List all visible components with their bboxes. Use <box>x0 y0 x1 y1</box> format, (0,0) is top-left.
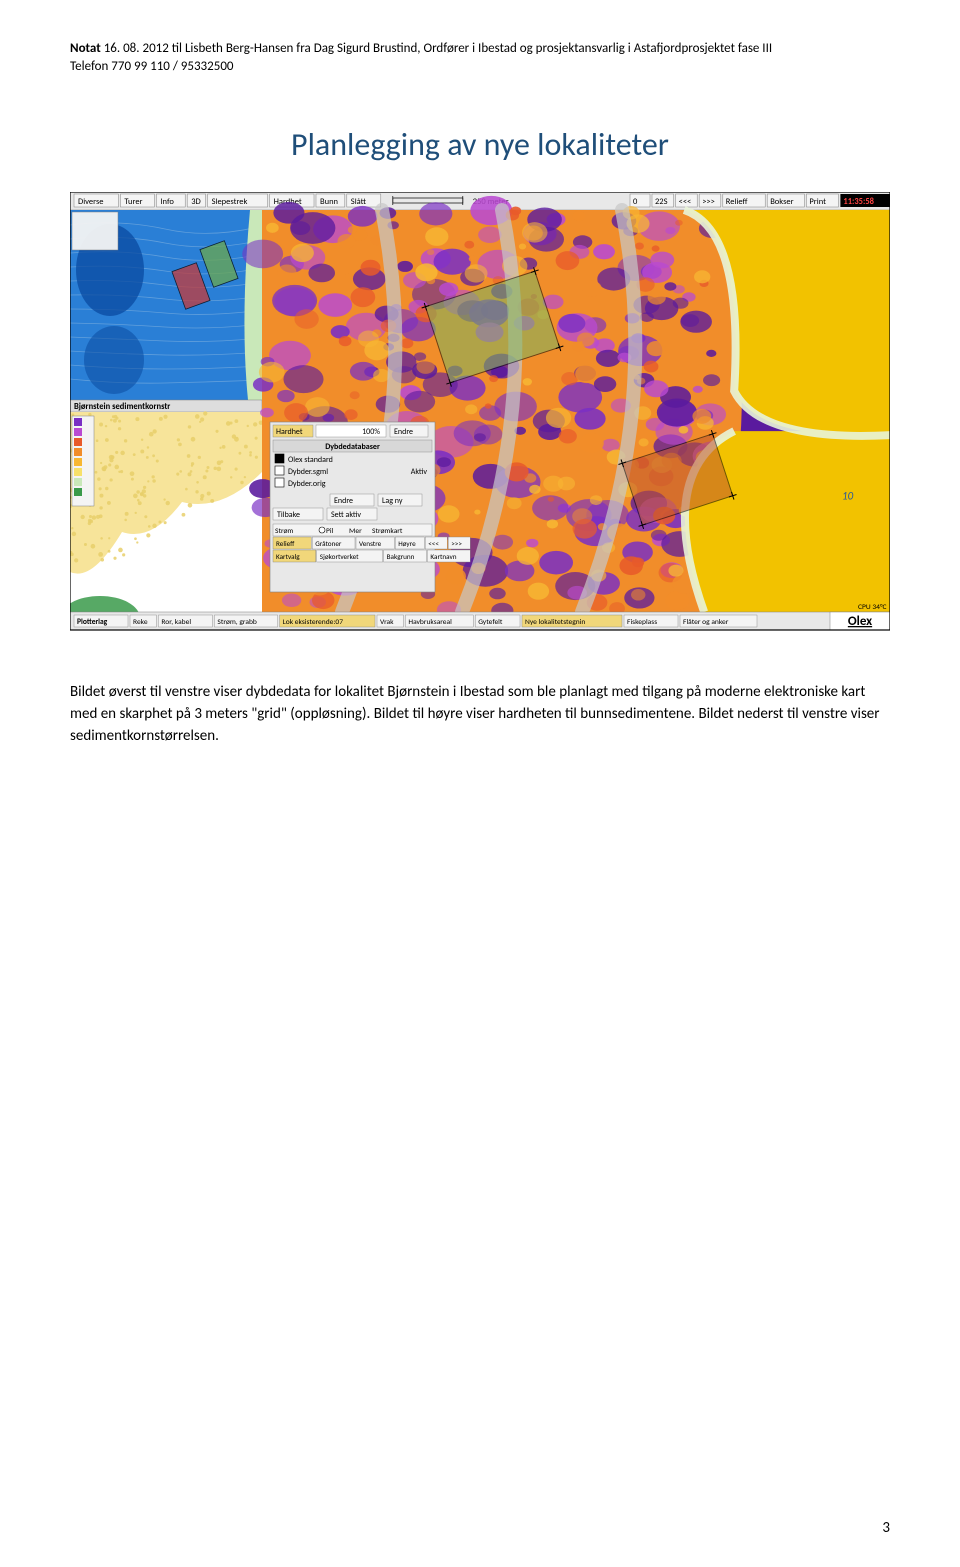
page-title: Planlegging av nye lokaliteter <box>70 125 890 164</box>
svg-text:Kartvalg: Kartvalg <box>276 552 300 561</box>
page: Notat 16. 08. 2012 til Lisbeth Berg-Hans… <box>0 0 960 1567</box>
svg-text:Print: Print <box>809 197 826 207</box>
svg-text:>>>: >>> <box>451 539 462 548</box>
svg-text:3D: 3D <box>191 197 201 207</box>
svg-text:Bjørnstein sedimentkornstr: Bjørnstein sedimentkornstr <box>74 402 170 412</box>
svg-text:Sett aktiv: Sett aktiv <box>331 510 361 520</box>
svg-text:Kartnavn: Kartnavn <box>430 552 456 561</box>
svg-text:Slepestrek: Slepestrek <box>212 197 248 207</box>
svg-text:Relieff: Relieff <box>276 539 295 548</box>
svg-text:>>>: >>> <box>702 197 715 207</box>
svg-text:Bokser: Bokser <box>770 197 793 207</box>
svg-text:Lag ny: Lag ny <box>382 496 403 506</box>
svg-text:11:35:58: 11:35:58 <box>843 197 874 207</box>
svg-text:Gytefelt: Gytefelt <box>478 618 503 627</box>
svg-text:Sjøkortverket: Sjøkortverket <box>320 552 359 561</box>
svg-text:Høyre: Høyre <box>398 539 416 548</box>
document-header: Notat 16. 08. 2012 til Lisbeth Berg-Hans… <box>70 40 890 75</box>
svg-text:Strøm, grabb: Strøm, grabb <box>217 618 257 627</box>
svg-text:Reke: Reke <box>133 618 148 627</box>
svg-text:Plotterlag: Plotterlag <box>77 618 108 627</box>
svg-text:Hardhet: Hardhet <box>276 427 303 437</box>
svg-text:Diverse: Diverse <box>78 197 104 207</box>
svg-text:Strøm: Strøm <box>275 527 293 536</box>
svg-text:Tilbake: Tilbake <box>277 510 300 520</box>
svg-text:10: 10 <box>842 490 854 503</box>
svg-text:22S: 22S <box>655 197 668 207</box>
svg-text:Dybder.sgml: Dybder.sgml <box>288 467 328 477</box>
svg-text:Olex: Olex <box>848 614 872 629</box>
header-rest: 16. 08. 2012 til Lisbeth Berg-Hansen fra… <box>101 41 772 56</box>
svg-text:Lok eksisterende:07: Lok eksisterende:07 <box>283 618 344 627</box>
svg-text:Vrak: Vrak <box>380 618 394 627</box>
svg-text:Relieff: Relieff <box>726 197 748 207</box>
svg-text:Dybdedatabaser: Dybdedatabaser <box>325 442 380 452</box>
header-line-1: Notat 16. 08. 2012 til Lisbeth Berg-Hans… <box>70 40 890 58</box>
svg-text:Strømkart: Strømkart <box>372 527 403 536</box>
header-prefix: Notat <box>70 41 101 56</box>
svg-text:Havbruksareal: Havbruksareal <box>408 618 452 627</box>
svg-text:Endre: Endre <box>394 427 413 437</box>
page-number: 3 <box>882 1519 890 1537</box>
svg-text:<<<: <<< <box>428 539 439 548</box>
svg-text:Mer: Mer <box>349 527 362 536</box>
svg-text:Aktiv: Aktiv <box>411 467 428 477</box>
svg-text:100%: 100% <box>362 427 380 437</box>
svg-text:Gråtoner: Gråtoner <box>315 539 342 548</box>
map-screenshot-figure: Diverse Turer Info 3D Slepestrek Hardhet Bunn S… <box>70 192 890 652</box>
svg-text:Slått: Slått <box>351 197 367 207</box>
svg-text:Nye lokalitetstegnin: Nye lokalitetstegnin <box>525 618 585 627</box>
map-svg: Diverse Turer Info 3D Slepestrek Hardhet Bunn S… <box>70 192 890 652</box>
svg-text:Endre: Endre <box>334 496 353 506</box>
svg-text:Pil: Pil <box>326 527 334 536</box>
svg-text:Ror, kabel: Ror, kabel <box>161 618 191 627</box>
svg-text:Olex standard: Olex standard <box>288 455 333 465</box>
svg-text:Turer: Turer <box>124 197 142 207</box>
svg-text:0: 0 <box>633 197 638 207</box>
svg-text:Bakgrunn: Bakgrunn <box>387 552 415 561</box>
figure-caption: Bildet øverst til venstre viser dybdedat… <box>70 682 890 747</box>
svg-text:Flåter og anker: Flåter og anker <box>683 618 729 627</box>
svg-text:Fiskeplass: Fiskeplass <box>627 618 657 627</box>
header-line-2: Telefon 770 99 110 / 95332500 <box>70 58 890 76</box>
svg-text:Venstre: Venstre <box>359 539 382 548</box>
svg-text:<<<: <<< <box>679 197 692 207</box>
svg-text:Dybder.orig: Dybder.orig <box>288 479 326 489</box>
svg-text:CPU 34°C: CPU 34°C <box>858 603 887 612</box>
svg-text:Bunn: Bunn <box>320 197 338 207</box>
svg-text:Info: Info <box>160 197 174 207</box>
